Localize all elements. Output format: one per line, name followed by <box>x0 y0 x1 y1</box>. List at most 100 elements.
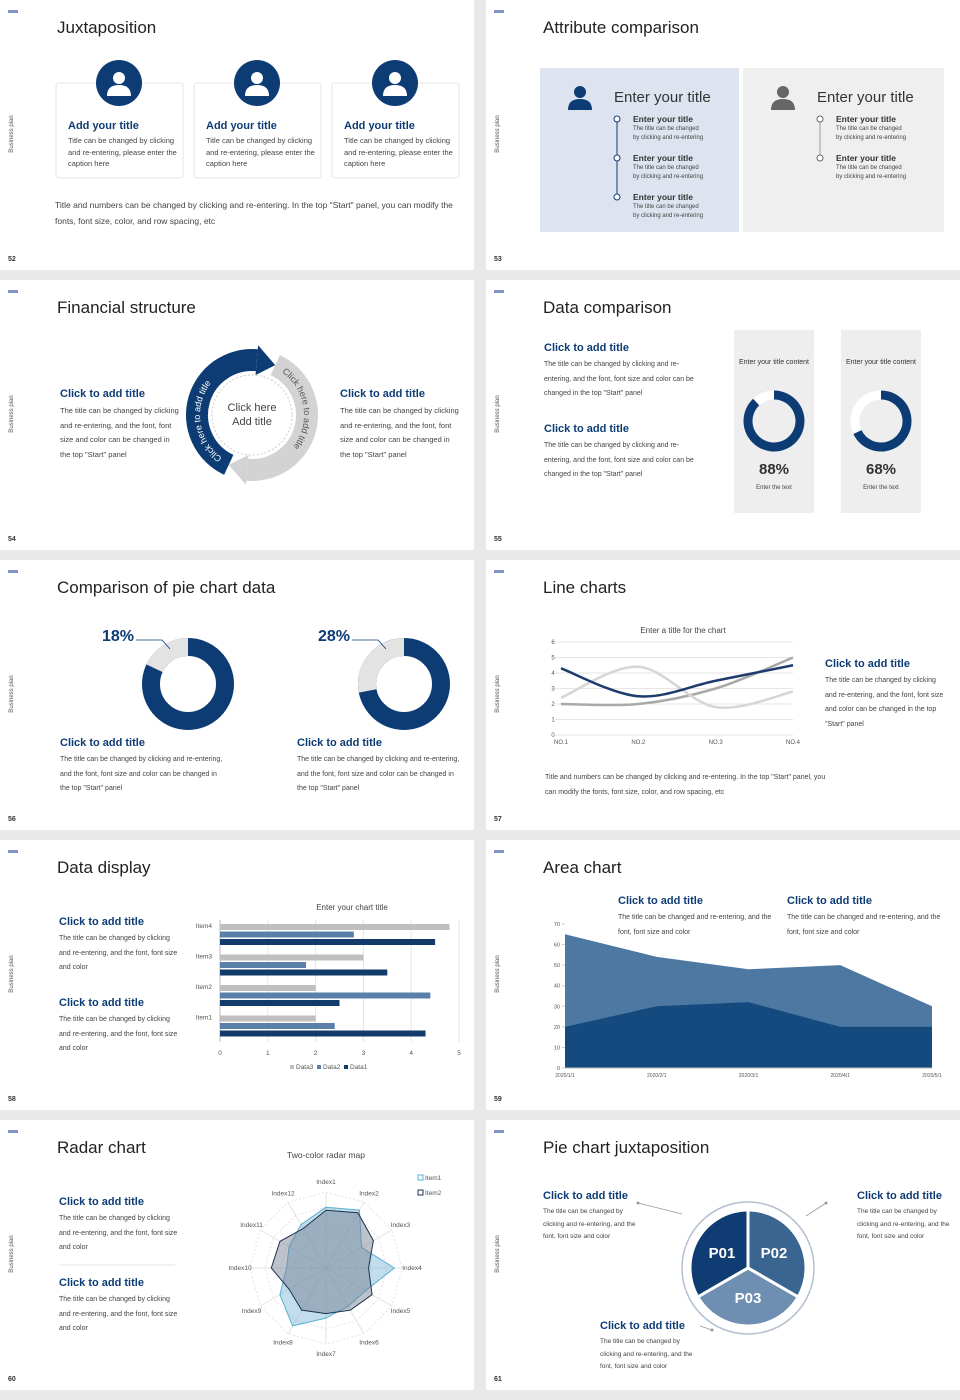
slide-title: Attribute comparison <box>543 18 699 37</box>
y-tick-label: 3 <box>551 687 555 693</box>
side-label: Business plan <box>495 955 501 993</box>
chart-title: Enter a title for the chart <box>640 626 726 635</box>
block-title: Click to add title <box>59 1196 144 1208</box>
timeline-dot <box>816 154 824 162</box>
chart-title: Two-color radar map <box>287 1150 365 1160</box>
card-title: Add your title <box>206 120 277 132</box>
radar-spoke <box>259 1229 327 1269</box>
block-text: The title can be changed by clicking and… <box>60 756 223 792</box>
item-text: The title can be changed by clicking and… <box>633 204 704 219</box>
block-title: Click to add title <box>787 895 872 907</box>
slide: 0 1 2 3 4 5 6 NO.1 NO.2 NO.3 NO.4 Line charts 57 Busi… <box>486 560 960 830</box>
value-label: 18% <box>102 628 135 645</box>
center-text: Click here <box>227 402 277 414</box>
block-title: Click to add title <box>618 895 703 907</box>
y-tick-label: 70 <box>554 922 560 928</box>
footer-text: Title and numbers can be changed by clic… <box>55 200 453 226</box>
slide-number: 54 <box>8 536 16 543</box>
bar <box>220 1000 340 1006</box>
center-circle <box>211 374 293 456</box>
x-tick-label: 3 <box>362 1050 366 1057</box>
radar-label: Index10 <box>228 1265 252 1272</box>
block-text: The title can be changed by clicking and… <box>340 406 459 459</box>
timeline-dot <box>613 154 621 162</box>
radar-label: Index3 <box>391 1222 411 1229</box>
block-title: Click to add title <box>857 1190 942 1202</box>
sector-label: P03 <box>735 1290 762 1307</box>
legend-label: Item1 <box>425 1175 442 1182</box>
timeline-dot <box>613 193 621 201</box>
logo-mark <box>8 10 18 13</box>
pie-sector <box>695 1266 801 1328</box>
block-text: The title can be changed by clicking and… <box>600 1338 693 1370</box>
radar-series <box>270 1209 374 1315</box>
radar-label: Index6 <box>359 1339 379 1346</box>
side-label: Business plan <box>9 395 15 433</box>
card-text: Title can be changed by clicking and re-… <box>344 136 453 168</box>
bar <box>220 969 388 976</box>
legend-label: Data1 <box>350 1064 368 1071</box>
y-tick-label: 60 <box>554 943 560 949</box>
bar <box>220 985 316 991</box>
slide-number: 53 <box>494 256 502 263</box>
slide-title: Data display <box>57 858 151 877</box>
slide-graphics <box>494 290 921 513</box>
connector <box>637 1202 683 1215</box>
radar-series <box>279 1206 396 1327</box>
bar <box>220 992 431 999</box>
donut-label: 88% <box>758 461 790 478</box>
donut-arc <box>853 390 912 452</box>
slide: Comparison of pie chart data 56 Business p… <box>0 560 474 830</box>
item-title: Enter your title <box>836 114 896 124</box>
x-tick-label: 1 <box>266 1050 270 1057</box>
logo-mark <box>494 10 504 13</box>
person-icon-head <box>574 86 586 98</box>
donut-segment <box>146 638 189 673</box>
y-tick-label: 40 <box>554 984 560 990</box>
slide-graphics: Index1 Index2 Index3 Index4 Index5 Index6 Inde… <box>8 1130 442 1358</box>
line-series <box>560 656 794 707</box>
y-tick-label: Item3 <box>196 954 213 961</box>
leader-line <box>352 639 387 650</box>
slide-graphics <box>8 10 460 179</box>
slide: 0 10 20 30 40 50 60 70 2020/1/1 2020/2/1 2020/3/1 2… <box>486 840 960 1110</box>
y-tick-label: 30 <box>554 1004 560 1010</box>
x-tick-label: NO.4 <box>786 740 801 746</box>
donut-caption: Enter the text <box>863 485 899 491</box>
side-label: Business plan <box>495 395 501 433</box>
x-tick-label: NO.1 <box>554 740 569 746</box>
radar-spoke <box>325 1267 365 1335</box>
y-tick-label: 0 <box>551 733 555 739</box>
radar-spoke <box>325 1229 393 1269</box>
side-label: Business plan <box>9 955 15 993</box>
slide-title: Radar chart <box>57 1138 146 1157</box>
x-tick-label: 2020/1/1 <box>555 1073 575 1079</box>
side-label: Business plan <box>9 675 15 713</box>
slide: 0 1 2 3 4 5 Item1 Item2 Item3 Item4 Data3 Data2 Data… <box>0 840 474 1110</box>
block-text: The title can be changed by clicking and… <box>857 1208 950 1240</box>
radar-label: Index4 <box>402 1265 422 1272</box>
block-title: Click to add title <box>60 737 145 749</box>
x-tick-label: 4 <box>409 1050 413 1057</box>
slide-number: 57 <box>494 816 502 823</box>
x-tick-label: 2 <box>314 1050 318 1057</box>
block-text: The title can be changed by clicking and… <box>59 1016 178 1052</box>
slide-graphics: 0 10 20 30 40 50 60 70 2020/1/1 2020/2/1 2020/3/1 2… <box>494 850 942 1079</box>
block-title: Click to add title <box>340 388 425 400</box>
card-title: Add your title <box>344 120 415 132</box>
radar-label: Index12 <box>271 1191 295 1198</box>
logo-mark <box>8 850 18 853</box>
y-tick-label: Item2 <box>196 984 213 991</box>
line-series <box>560 664 794 698</box>
slide-title: Pie chart juxtaposition <box>543 1138 710 1157</box>
ring-gray <box>246 355 318 481</box>
radar-label: Index1 <box>316 1179 336 1186</box>
radar-spoke <box>325 1267 393 1307</box>
item-text: The title can be changed by clicking and… <box>836 165 907 180</box>
person-icon-head <box>777 86 789 98</box>
y-tick-label: 20 <box>554 1025 560 1031</box>
panel-title: Enter your title <box>817 89 914 106</box>
block-text: The title can be changed by clicking and… <box>297 756 460 792</box>
block-text: The title can be changed by clicking and… <box>59 1215 178 1251</box>
connector-dot <box>636 1201 640 1205</box>
